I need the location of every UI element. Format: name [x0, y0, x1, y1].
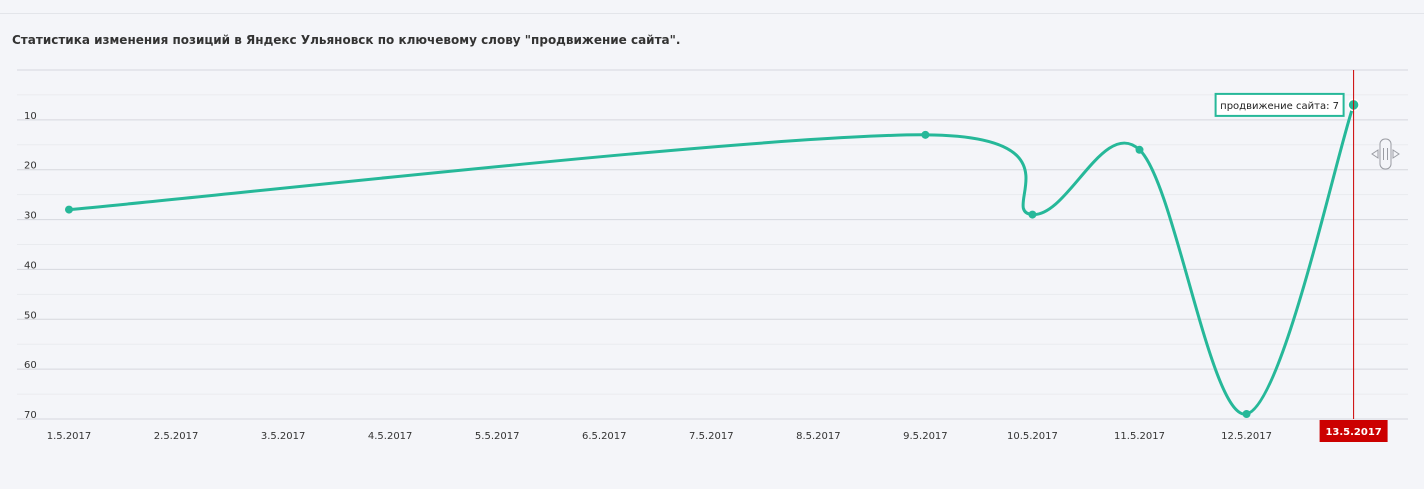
top-border — [0, 13, 1424, 14]
y-tick-label: 30 — [24, 211, 37, 222]
y-tick-label: 20 — [24, 161, 37, 172]
x-tick-label: 3.5.2017 — [261, 431, 306, 442]
tooltip-box — [1214, 92, 1345, 117]
x-tick-label: 2.5.2017 — [154, 431, 199, 442]
data-point — [1242, 410, 1251, 419]
y-tick-label: 10 — [24, 111, 37, 122]
x-tick-label: 9.5.2017 — [903, 431, 948, 442]
series-line — [67, 103, 1356, 416]
x-tick-label: 6.5.2017 — [582, 431, 627, 442]
data-point — [1028, 210, 1037, 219]
y-tick-label: 60 — [24, 360, 37, 371]
y-tick-label: 50 — [24, 310, 37, 321]
y-tick-label: 40 — [24, 260, 37, 271]
y-tick-label: 70 — [24, 410, 37, 421]
x-tick-label: 12.5.2017 — [1221, 431, 1272, 442]
x-tick-label: 7.5.2017 — [689, 431, 734, 442]
x-tick-label: 4.5.2017 — [368, 431, 413, 442]
cursor-label-box — [1319, 420, 1388, 442]
data-point — [1135, 145, 1144, 154]
cursor-label: 13.5.2017 — [1325, 427, 1381, 438]
double-arrow-scroll-icon[interactable] — [1371, 138, 1400, 170]
x-tick-label: 10.5.2017 — [1007, 431, 1058, 442]
x-tick-label: 5.5.2017 — [475, 431, 520, 442]
tooltip-text: продвижение сайта: 7 — [1220, 101, 1339, 112]
data-point — [921, 130, 930, 139]
chart-title: Статистика изменения позиций в Яндекс Ул… — [12, 33, 681, 47]
data-point — [65, 205, 73, 214]
x-tick-label: 8.5.2017 — [796, 431, 841, 442]
x-tick-label: 11.5.2017 — [1114, 431, 1165, 442]
x-tick-label: 1.5.2017 — [47, 431, 92, 442]
